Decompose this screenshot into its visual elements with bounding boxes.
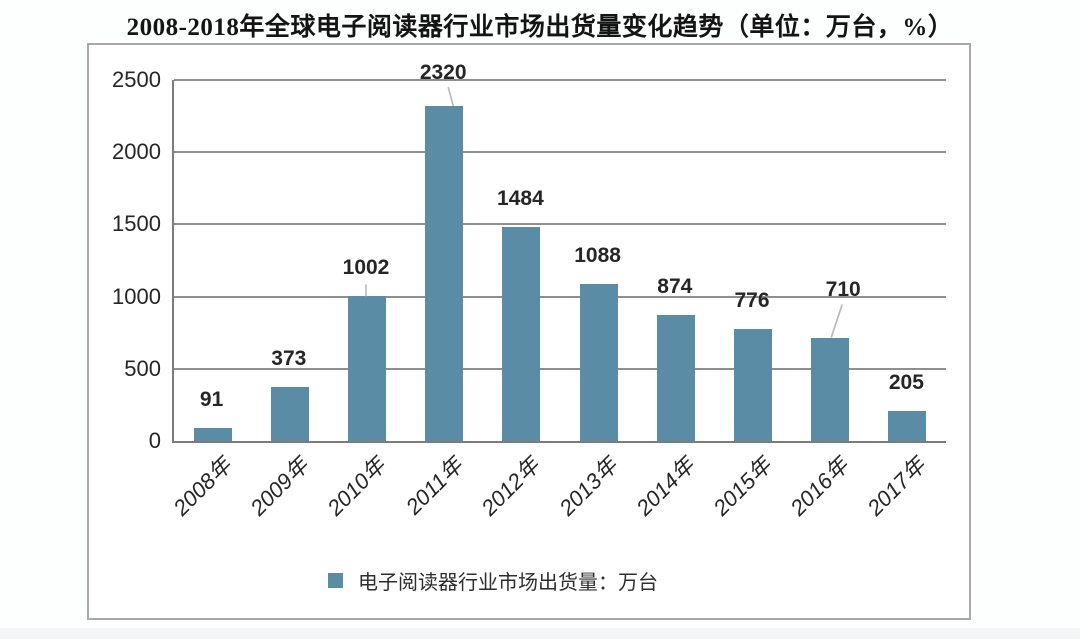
bar-2012年 — [502, 226, 541, 441]
value-label: 91 — [199, 387, 224, 411]
legend-label: 电子阅读器行业市场出货量：万台 — [358, 572, 658, 594]
value-label: 1088 — [574, 243, 621, 267]
x-tick-label: 2015年 — [708, 452, 777, 521]
plot-area — [172, 79, 946, 443]
y-tick-label: 1000 — [112, 283, 161, 309]
y-tick-label: 1500 — [112, 211, 161, 237]
x-tick-label: 2012年 — [476, 452, 545, 521]
x-tick-label: 2013年 — [554, 452, 622, 521]
x-tick-label: 2016年 — [785, 452, 854, 521]
y-tick-label: 2000 — [112, 139, 161, 165]
x-tick-label: 2011年 — [400, 452, 468, 520]
bar-2008年 — [193, 427, 232, 441]
chart-container: 电子阅读器行业市场出货量：万台 0 500 1000 1500 2000 2500 91 20… — [87, 43, 971, 620]
value-label: 205 — [888, 371, 924, 395]
y-tick-label: 2500 — [112, 67, 161, 92]
value-label: 1002 — [342, 256, 390, 280]
x-tick-label: 2008年 — [168, 452, 236, 521]
bar-2016年 — [811, 338, 850, 441]
value-label: 1484 — [497, 186, 544, 210]
gridline — [174, 367, 946, 370]
value-label: 710 — [825, 278, 861, 302]
x-tick-label: 2017年 — [862, 452, 931, 521]
value-label: 373 — [271, 347, 307, 371]
gridline — [174, 295, 946, 298]
gridline — [174, 151, 946, 154]
value-label: 2320 — [419, 60, 467, 84]
gridline — [174, 223, 946, 226]
bar-2010年 — [348, 296, 386, 441]
bar-2017年 — [888, 411, 927, 441]
x-tick-label: 2014年 — [631, 452, 700, 521]
bar-2015年 — [734, 328, 772, 441]
value-label: 776 — [734, 288, 770, 312]
x-tick-label: 2010年 — [322, 452, 391, 521]
gridline — [174, 79, 946, 81]
bottom-strip — [0, 628, 1080, 639]
legend-swatch-icon — [328, 573, 343, 588]
bar-2013年 — [579, 283, 618, 441]
value-label: 874 — [657, 274, 693, 298]
chart-title: 2008-2018年全球电子阅读器行业市场出货量变化趋势（单位：万台，%） — [126, 14, 954, 41]
y-tick-label: 500 — [124, 355, 161, 381]
y-tick-label: 0 — [148, 428, 161, 453]
bar-2009年 — [270, 387, 309, 441]
x-tick-label: 2009年 — [245, 452, 314, 521]
bar-2011年 — [425, 106, 464, 441]
bar-2014年 — [656, 314, 695, 441]
chart-legend: 电子阅读器行业市场出货量：万台 — [53, 566, 933, 595]
